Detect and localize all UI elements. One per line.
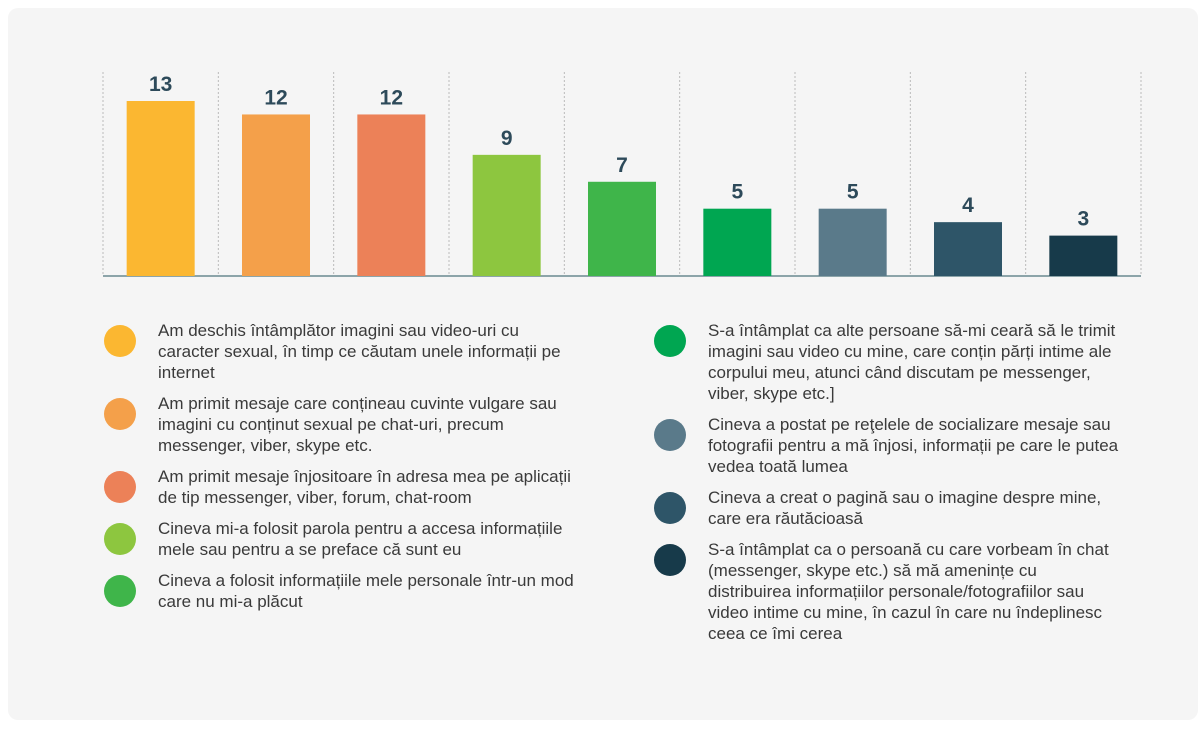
legend-label: S-a întâmplat ca o persoană cu care vorb… [708,540,1109,643]
bar [126,101,195,276]
legend: S-a întâmplat ca alte persoane să-mi cea… [654,320,1124,654]
bar [1049,235,1118,276]
value-label: 12 [264,86,287,109]
value-label: 9 [501,127,513,150]
bar [357,114,426,276]
legend-item: S-a întâmplat ca o persoană cu care vorb… [654,539,1124,644]
legend-swatch [654,492,686,524]
legend-label: Cineva mi-a folosit parola pentru a acce… [158,519,563,559]
legend: Am deschis întâmplător imagini sau video… [104,320,574,622]
legend-item: Cineva mi-a folosit parola pentru a acce… [104,518,574,560]
value-label: 13 [149,73,172,96]
legend-swatch [104,575,136,607]
legend-label: Am deschis întâmplător imagini sau video… [158,321,561,382]
legend-label: Am primit mesaje care conțineau cuvinte … [158,394,557,455]
value-label: 7 [616,154,628,177]
legend-swatch [104,523,136,555]
bar [472,154,541,276]
legend-item: Am deschis întâmplător imagini sau video… [104,320,574,383]
bar [818,208,887,276]
card: 13 12 12 9 7 5 5 4 3 Am deschis întâmplător imag… [8,8,1198,720]
bar [703,208,772,276]
legend-item: Cineva a folosit informațiile mele perso… [104,570,574,612]
legend-label: Cineva a creat o pagină sau o imagine de… [708,488,1102,528]
value-label: 5 [847,181,859,204]
chart: 13 12 12 9 7 5 5 4 3 [102,72,1142,277]
legend-swatch [104,471,136,503]
legend-label: S-a întâmplat ca alte persoane să-mi cea… [708,321,1116,403]
legend-item: Am primit mesaje care conțineau cuvinte … [104,393,574,456]
legend-item: S-a întâmplat ca alte persoane să-mi cea… [654,320,1124,404]
bar [588,181,656,276]
legend-swatch [654,325,686,357]
value-label: 3 [1077,208,1089,231]
bar [934,222,1002,276]
legend-item: Cineva a creat o pagină sau o imagine de… [654,487,1124,529]
legend-swatch [104,398,136,430]
legend-label: Am primit mesaje înjositoare în adresa m… [158,467,571,507]
legend-swatch [654,544,686,576]
legend-label: Cineva a postat pe reţelele de socializa… [708,415,1119,476]
value-label: 5 [731,181,743,204]
legend-label: Cineva a folosit informațiile mele perso… [158,571,574,611]
legend-swatch [104,325,136,357]
legend-item: Cineva a postat pe reţelele de socializa… [654,414,1124,477]
value-label: 12 [380,86,403,109]
value-label: 4 [962,194,974,217]
legend-swatch [654,419,686,451]
bar [242,114,310,276]
legend-item: Am primit mesaje înjositoare în adresa m… [104,466,574,508]
